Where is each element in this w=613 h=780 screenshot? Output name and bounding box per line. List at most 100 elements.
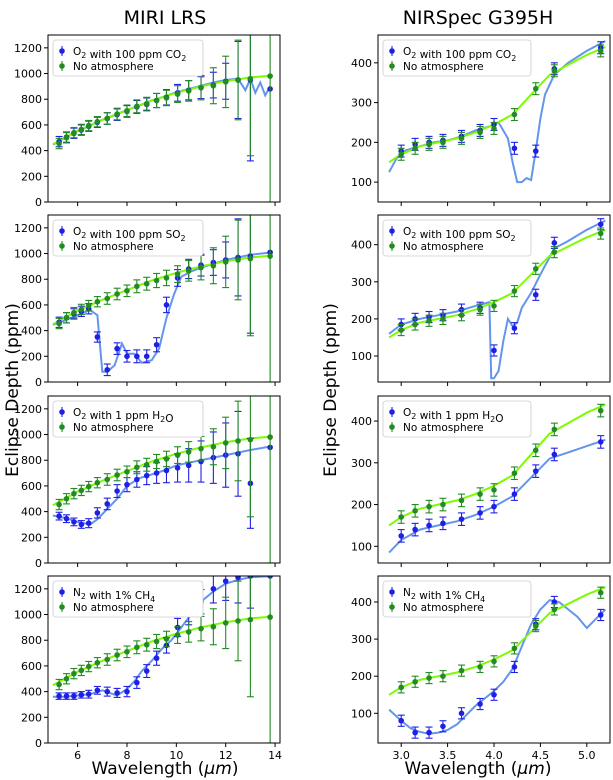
data-point [114,690,120,696]
data-point [247,75,254,82]
data-point [426,141,432,148]
data-point [235,576,241,581]
data-point [440,520,446,527]
series-line [52,251,273,373]
data-point [551,426,558,433]
series-line [52,576,273,698]
data-point [104,656,111,663]
data-point [458,667,465,674]
legend-text: No atmosphere [403,602,484,614]
data-point [134,464,140,471]
y-tick-label: 400 [351,415,372,428]
plot-area [52,35,274,202]
legend-text: O [73,407,81,419]
axes-frame [47,34,281,203]
legend-text: with 1% CH [86,590,150,602]
legend-marker [389,589,395,595]
y-tick-label: 800 [21,273,42,286]
data-point [94,659,101,666]
x-axis-label-unit: μm [516,759,544,779]
data-point [56,681,62,688]
data-point [94,687,101,694]
data-point [222,259,229,265]
x-tick-label: 6 [74,749,81,762]
legend-text: N [73,587,81,599]
legend-label: No atmosphere [403,602,484,614]
legend-label: No atmosphere [403,241,484,253]
y-tick-label: 1200 [14,583,42,596]
legend-label: O2 with 100 ppm SO2 [403,226,516,243]
data-point [56,513,62,519]
data-point [267,73,273,79]
y-tick-label: 800 [21,634,42,647]
legend-marker [389,48,395,54]
y-tick-label: 300 [351,276,372,289]
data-point [63,495,70,502]
plot-area [388,40,606,184]
legend-label: N2 with 1% CH4 [73,587,155,604]
y-tick-label: 100 [351,540,372,553]
data-point [163,636,170,642]
data-point [153,655,160,662]
data-point [398,717,405,724]
legend-text: No atmosphere [73,241,154,253]
y-tick-label: 1000 [14,68,42,81]
data-point [185,88,192,94]
legend-marker [59,228,65,234]
legend-label: No atmosphere [73,61,154,73]
x-axis-label-close: ) [232,759,239,779]
legend-box [52,580,204,618]
y-tick-label: 400 [21,686,42,699]
data-point [78,521,85,528]
data-point [477,306,483,313]
data-point [124,353,130,360]
data-point [71,670,77,677]
y-tick-label: 100 [351,176,372,189]
legend-box [382,219,532,257]
legend-subscript: 2 [81,412,86,421]
series-line [52,74,273,146]
data-point [85,483,92,490]
data-point [597,589,604,596]
data-point [63,314,70,321]
data-point [398,151,405,158]
legend-marker [389,63,395,69]
data-point [222,79,229,85]
data-point [491,347,497,354]
legend-label: O2 with 1 ppm H2O [403,407,503,425]
legend-text: with 1 ppm H [86,410,160,422]
axes-frame [47,395,281,564]
y-tick-label: 1000 [14,609,42,622]
data-point [134,283,140,290]
data-point [222,440,229,446]
plot-area [388,403,606,554]
legend-subscript: 2 [490,415,495,424]
data-point [551,606,558,613]
data-point [56,320,62,327]
data-point [398,533,405,539]
data-point [94,118,101,125]
data-point [491,658,497,665]
x-tick-label: 4.5 [532,749,550,762]
data-point [551,249,558,255]
y-tick-label: 600 [21,299,42,312]
data-point [124,648,130,655]
legend-text: O [403,407,411,419]
legend-text: O [403,226,411,238]
data-point [210,82,217,89]
data-point [185,268,192,274]
data-point [124,688,130,695]
legend-marker [59,409,65,415]
data-point [114,291,120,297]
y-axis-label-right: Eclipse Depth (ppm) [321,303,341,477]
data-point [134,353,140,360]
data-point [134,644,140,651]
data-point [71,129,77,136]
data-point [398,684,405,691]
y-axis-label-left: Eclipse Depth (ppm) [3,303,23,477]
legend-marker [389,604,395,610]
data-point [114,472,120,478]
data-point [174,452,181,458]
